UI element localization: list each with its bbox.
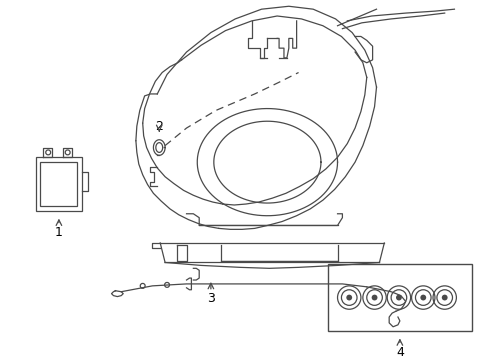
Circle shape: [395, 294, 401, 301]
Circle shape: [420, 294, 426, 301]
Text: 3: 3: [206, 292, 214, 305]
Bar: [327, 265, 471, 331]
Circle shape: [441, 294, 447, 301]
Text: 4: 4: [395, 346, 403, 359]
Circle shape: [346, 294, 351, 301]
Bar: [36, 157, 82, 211]
Circle shape: [371, 294, 377, 301]
Bar: [41, 162, 77, 206]
Text: 2: 2: [155, 120, 163, 132]
Text: 1: 1: [55, 226, 63, 239]
